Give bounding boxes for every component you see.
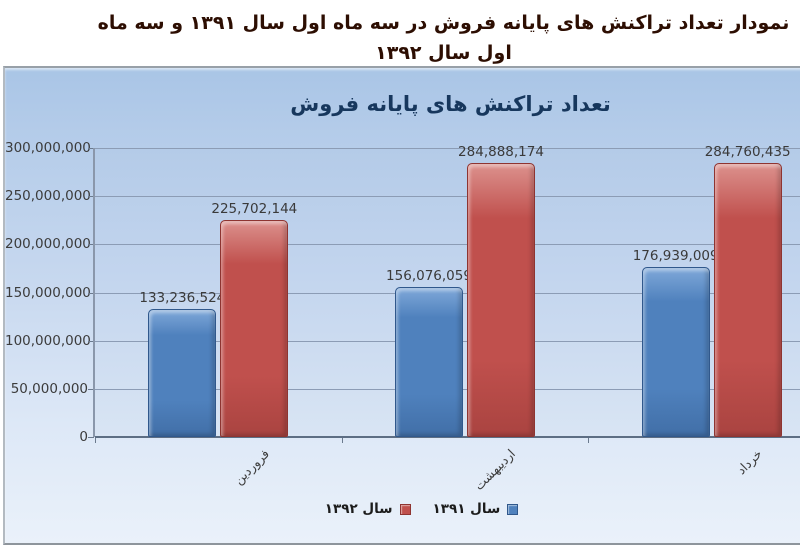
bar-0-0 (148, 308, 217, 437)
y-tick-mark (88, 244, 94, 246)
y-tick-label: 300,000,000 (5, 140, 91, 156)
x-axis-line (95, 436, 800, 438)
x-tick-mark (95, 438, 96, 443)
y-tick-label: 0 (79, 429, 88, 445)
chart-frame: تعداد تراکنش های پایانه فروش 300,000,000… (3, 66, 800, 545)
chart-title: تعداد تراکنش های پایانه فروش (290, 92, 611, 116)
y-tick-mark (88, 196, 94, 198)
legend-label-1: سال ۱۳۹۲ (324, 501, 393, 517)
bar-0-2 (641, 266, 710, 437)
bar-value-label: 284,760,435 (704, 143, 791, 160)
page-title: نمودار تعداد تراکنش های پایانه فروش در س… (97, 12, 790, 64)
legend-entry-1: سال ۱۳۹۲ (325, 501, 411, 517)
gridline (95, 196, 800, 198)
bar-value-label: 225,702,144 (211, 200, 298, 217)
y-tick-mark (88, 292, 94, 294)
x-category-label: خرداد (734, 446, 766, 478)
bar-value-label: 133,236,524 (139, 289, 226, 306)
gridline (95, 148, 800, 149)
gridline (95, 244, 800, 246)
legend-swatch-1 (399, 503, 411, 515)
x-category-label: فروردین (230, 446, 272, 488)
bar-value-label: 156,076,059 (386, 267, 472, 284)
legend-label-0: سال ۱۳۹۱ (432, 501, 501, 517)
y-tick-label: 150,000,000 (5, 284, 91, 301)
y-tick-mark (88, 340, 94, 342)
y-axis-line (93, 148, 95, 437)
bar-value-label: 284,888,174 (458, 143, 544, 160)
bar-1-1 (467, 162, 535, 437)
plot-area: 133,236,524 225,702,144 156,076,059 284,888… (93, 144, 800, 438)
y-tick-label: 250,000,000 (5, 188, 91, 205)
y-tick-label: 100,000,000 (5, 332, 91, 349)
y-tick-label: 200,000,000 (5, 236, 91, 253)
bar-1-0 (220, 219, 289, 437)
y-tick-mark (88, 388, 94, 390)
y-tick-label: 50,000,000 (10, 380, 88, 397)
x-tick-mark (341, 438, 343, 443)
y-tick-mark (88, 148, 94, 149)
x-tick-mark (588, 438, 590, 443)
y-tick-mark (88, 437, 94, 438)
legend: سال ۱۳۹۱ سال ۱۳۹۲ (5, 501, 800, 517)
x-category-label: اردیبهشت (471, 446, 519, 494)
legend-entry-0: سال ۱۳۹۱ (433, 501, 519, 517)
bar-0-1 (395, 286, 463, 437)
bar-1-2 (713, 162, 782, 437)
legend-swatch-0 (507, 503, 519, 515)
bar-value-label: 176,939,009 (632, 247, 719, 264)
